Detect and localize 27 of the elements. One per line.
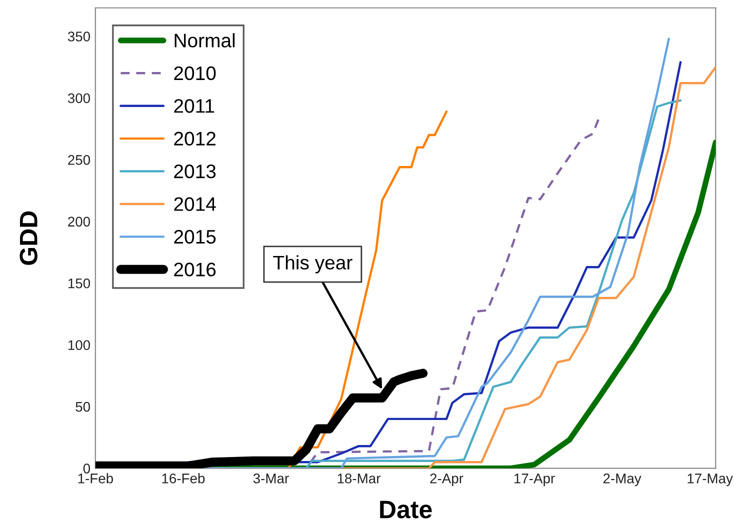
y-tick-label: 300 xyxy=(68,93,90,104)
legend-label: 2015 xyxy=(174,230,216,244)
x-tick-label: 17-Apr xyxy=(514,474,555,486)
y-tick-label: 150 xyxy=(68,278,90,288)
x-axis-title: Date xyxy=(380,500,432,518)
x-tick-label: 17-May xyxy=(688,474,733,486)
legend-label: 2014 xyxy=(174,197,216,211)
y-tick-label: 0 xyxy=(83,464,90,474)
legend-label: 2012 xyxy=(174,132,216,146)
y-tick-label: 250 xyxy=(68,155,90,165)
x-tick-label: 2-Apr xyxy=(430,474,464,486)
y-tick-label: 50 xyxy=(76,402,90,412)
x-tick-label: 3-Mar xyxy=(253,474,289,484)
legend-label: 2011 xyxy=(174,99,214,113)
legend-label: Normal xyxy=(174,33,235,48)
x-tick-label: 18-Mar xyxy=(338,474,380,484)
x-tick-label: 1-Feb xyxy=(78,473,113,484)
x-tick-label: 16-Feb xyxy=(162,473,205,484)
y-tick-label: 350 xyxy=(68,32,90,42)
legend-label: 2010 xyxy=(174,66,216,80)
y-tick-label: 200 xyxy=(68,216,90,227)
legend-label: 2013 xyxy=(174,164,216,178)
legend-label: 2016 xyxy=(174,262,216,276)
annotation: This year xyxy=(273,255,352,274)
x-tick-label: 2-May xyxy=(603,474,642,486)
y-axis-title: GDD xyxy=(20,211,38,265)
y-tick-label: 100 xyxy=(68,340,90,350)
